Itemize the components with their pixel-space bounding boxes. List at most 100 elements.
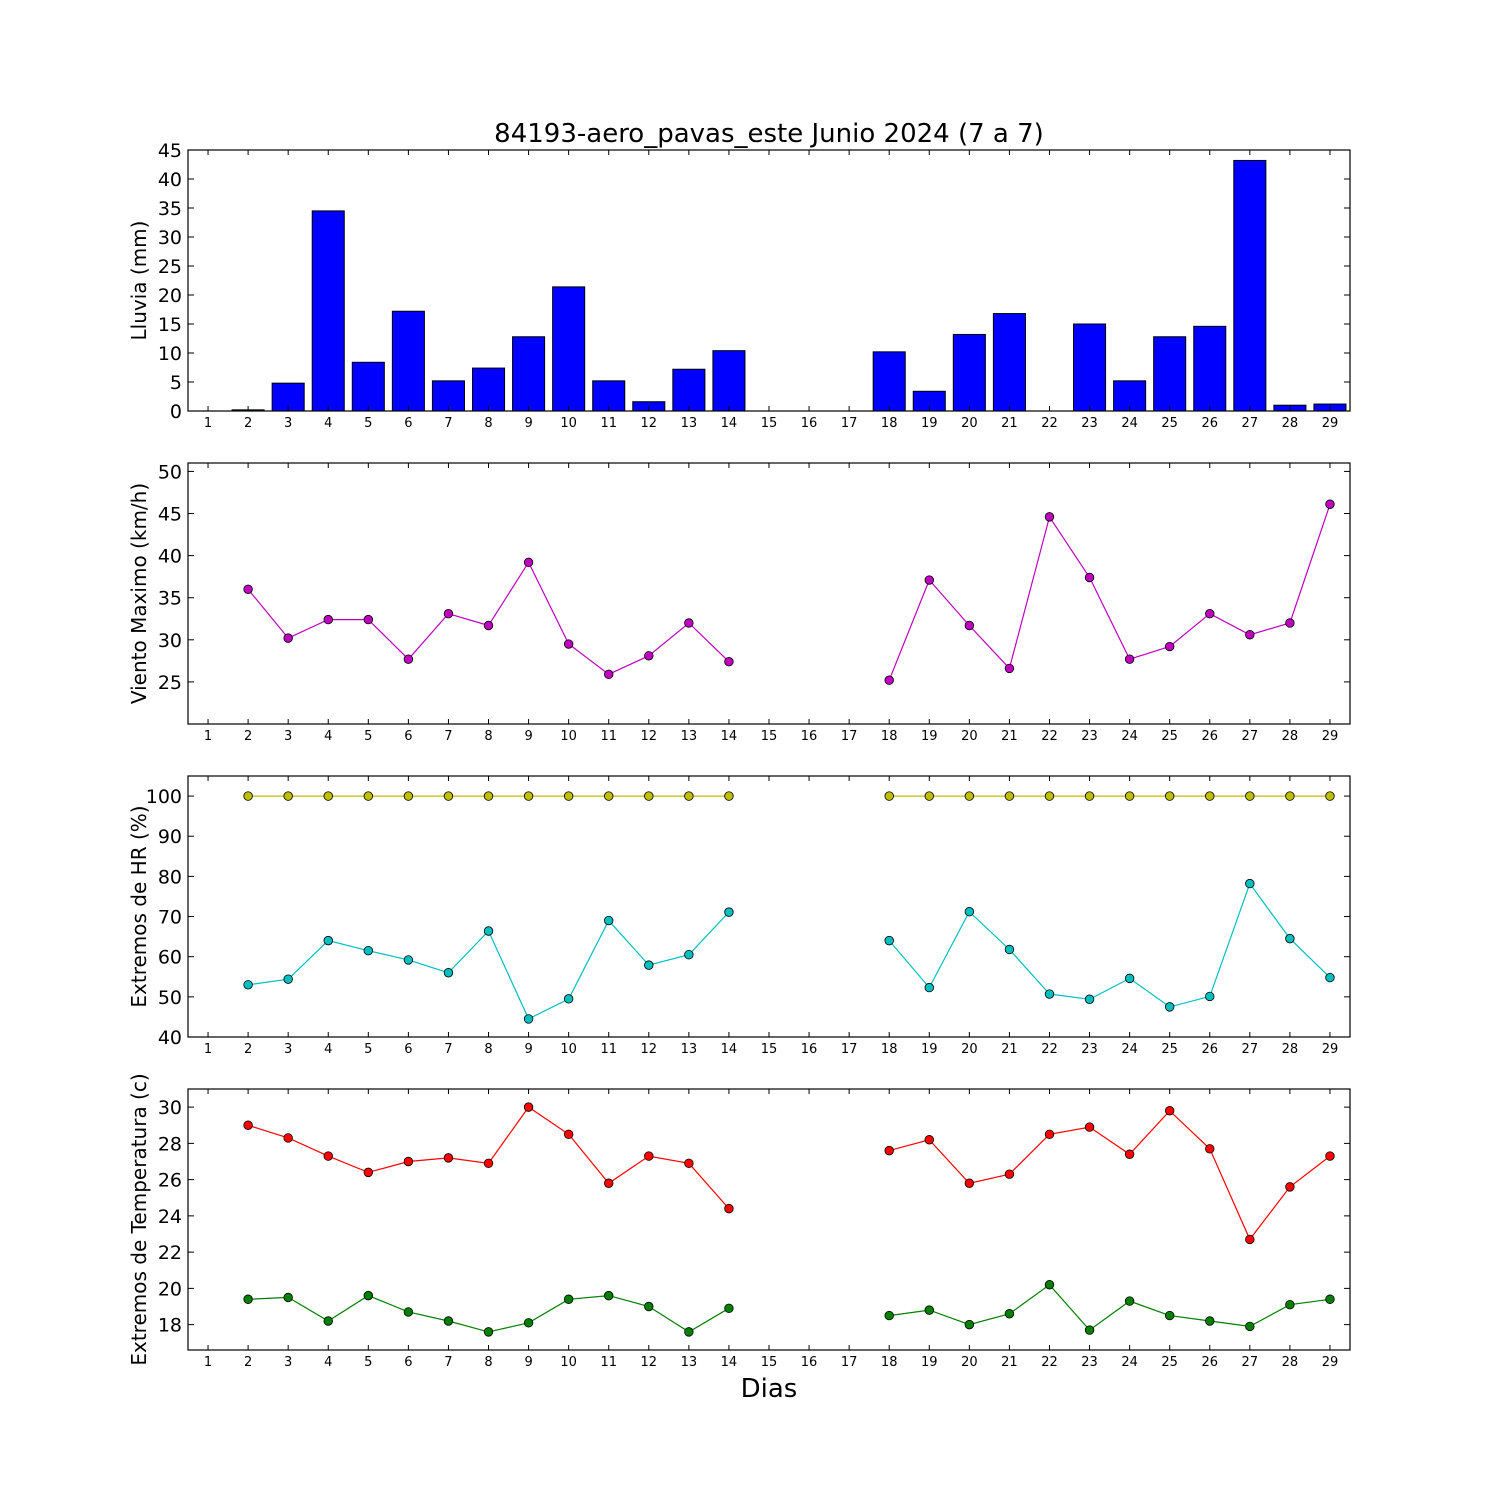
- x-tick-label: 2: [244, 416, 252, 431]
- point-day-2: [243, 1294, 253, 1304]
- point-day-9: [523, 1102, 534, 1112]
- point-day-29: [1325, 499, 1335, 509]
- y-tick-label: 40: [158, 1027, 182, 1049]
- point-day-29: [1325, 972, 1335, 983]
- bar-day-18: [872, 351, 906, 412]
- x-tick-label: 25: [1161, 729, 1178, 744]
- x-tick-label: 28: [1282, 1042, 1299, 1057]
- point-day-12: [644, 791, 654, 801]
- point-day-7: [443, 609, 454, 619]
- y-tick-label: 5: [170, 372, 182, 394]
- x-tick-label: 14: [721, 416, 738, 431]
- x-tick-label: 25: [1161, 416, 1178, 431]
- x-tick-label: 13: [681, 416, 698, 431]
- x-tick-label: 17: [841, 1042, 858, 1057]
- x-tick-label: 16: [801, 416, 818, 431]
- x-tick-label: 15: [761, 729, 778, 744]
- x-tick-label: 26: [1201, 1355, 1218, 1370]
- bar-day-24: [1113, 380, 1147, 412]
- point-day-20: [964, 791, 975, 801]
- point-day-11: [604, 1290, 614, 1301]
- point-day-21: [1004, 663, 1015, 674]
- point-day-25: [1164, 1106, 1175, 1116]
- y-tick-label: 24: [158, 1206, 182, 1228]
- point-day-8: [483, 1158, 494, 1169]
- point-day-12: [644, 651, 654, 661]
- x-tick-label: 1: [204, 729, 212, 744]
- x-tick-label: 14: [721, 1042, 738, 1057]
- bar-day-27: [1233, 159, 1267, 412]
- series-1: [243, 1102, 1335, 1245]
- point-day-9: [523, 557, 534, 568]
- point-day-19: [924, 982, 934, 993]
- point-day-4: [323, 791, 333, 801]
- point-day-3: [283, 1133, 293, 1143]
- point-day-28: [1285, 1182, 1295, 1192]
- x-tick-label: 20: [961, 1042, 978, 1057]
- y-tick-label: 45: [158, 504, 182, 526]
- x-tick-label: 10: [560, 1042, 577, 1057]
- point-day-14: [724, 656, 734, 667]
- x-tick-label: 14: [721, 729, 738, 744]
- point-day-4: [323, 614, 333, 625]
- point-day-4: [323, 1316, 333, 1326]
- x-tick-label: 5: [364, 416, 372, 431]
- x-tick-label: 9: [524, 729, 532, 744]
- bar-day-11: [592, 380, 626, 412]
- point-day-25: [1164, 641, 1175, 652]
- x-tick-label: 20: [961, 1355, 978, 1370]
- bar-day-21: [992, 313, 1026, 412]
- y-tick-label: 40: [158, 169, 182, 191]
- x-tick-label: 28: [1282, 416, 1299, 431]
- point-day-10: [563, 791, 574, 801]
- point-day-11: [604, 1178, 614, 1188]
- x-tick-label: 13: [681, 1042, 698, 1057]
- x-tick-label: 27: [1242, 416, 1259, 431]
- point-day-25: [1164, 1310, 1175, 1321]
- y-tick-label: 18: [158, 1315, 182, 1337]
- x-tick-label: 10: [560, 1355, 577, 1370]
- point-day-25: [1164, 791, 1175, 801]
- x-tick-label: 20: [961, 729, 978, 744]
- x-tick-label: 12: [641, 1042, 658, 1057]
- x-tick-label: 6: [404, 1042, 412, 1057]
- point-day-3: [283, 974, 293, 984]
- point-day-18: [884, 935, 894, 946]
- point-day-28: [1285, 933, 1295, 944]
- x-tick-label: 13: [681, 1355, 698, 1370]
- point-day-19: [924, 1305, 934, 1315]
- bar-day-3: [271, 382, 305, 412]
- point-day-21: [1004, 791, 1015, 801]
- point-day-19: [924, 575, 934, 585]
- point-day-18: [884, 675, 894, 685]
- x-tick-label: 21: [1001, 1042, 1018, 1057]
- x-tick-label: 3: [284, 1355, 292, 1370]
- bar-day-8: [471, 367, 506, 412]
- y-tick-label: 30: [158, 227, 182, 249]
- y-axis-label: Viento Maximo (km/h): [127, 483, 151, 704]
- x-tick-label: 6: [404, 1355, 412, 1370]
- point-day-23: [1084, 1325, 1095, 1335]
- point-day-26: [1205, 1316, 1215, 1326]
- x-tick-label: 22: [1041, 729, 1058, 744]
- x-tick-label: 29: [1322, 1355, 1339, 1370]
- point-day-7: [443, 1153, 454, 1163]
- y-tick-label: 30: [158, 1097, 182, 1119]
- point-day-23: [1084, 791, 1095, 801]
- x-tick-label: 5: [364, 1042, 372, 1057]
- x-tick-label: 22: [1041, 1042, 1058, 1057]
- point-day-14: [724, 1203, 734, 1214]
- y-tick-label: 30: [158, 630, 182, 652]
- x-tick-label: 9: [524, 1042, 532, 1057]
- bar-day-6: [391, 310, 425, 412]
- y-axis-label: Extremos de Temperatura (c): [127, 1073, 151, 1365]
- x-tick-label: 17: [841, 729, 858, 744]
- point-day-19: [924, 791, 934, 801]
- point-day-22: [1044, 1129, 1055, 1140]
- point-day-20: [964, 1178, 975, 1188]
- y-axis-label: Lluvia (mm): [127, 221, 151, 341]
- x-tick-label: 6: [404, 416, 412, 431]
- y-tick-label: 45: [158, 140, 182, 162]
- y-tick-label: 25: [158, 256, 182, 278]
- point-day-24: [1124, 973, 1135, 984]
